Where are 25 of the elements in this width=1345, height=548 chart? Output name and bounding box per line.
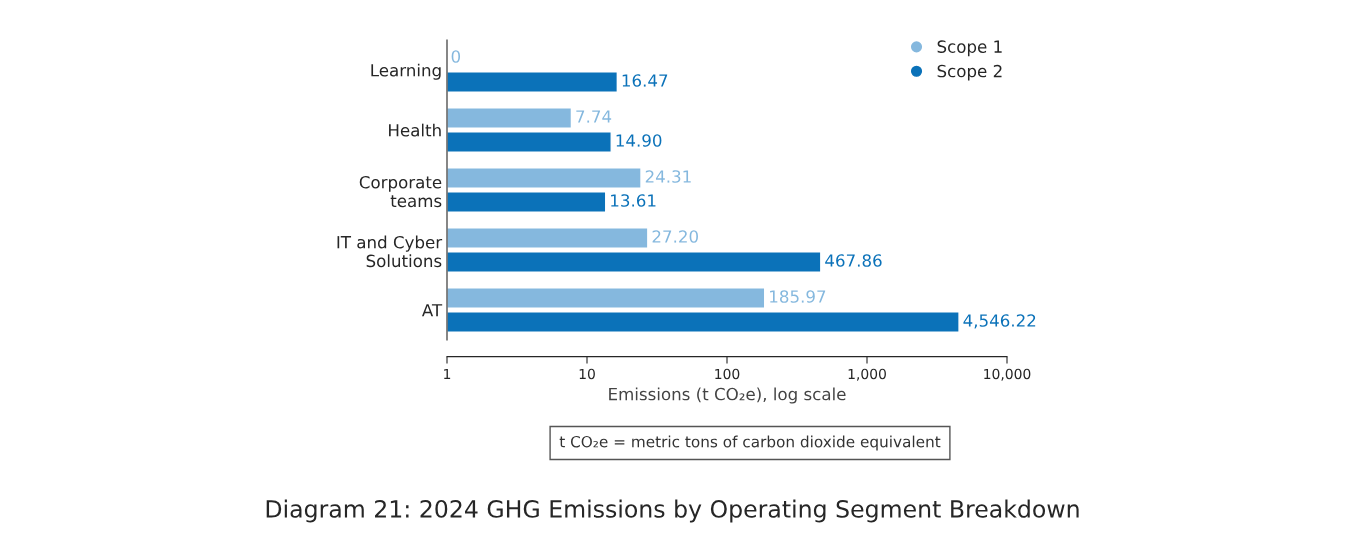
- data-label: 467.86: [825, 254, 882, 267]
- legend-label: Scope 1: [937, 40, 1002, 57]
- y-tick-label: AT: [421, 304, 443, 317]
- data-label: 24.31: [645, 170, 691, 183]
- data-label: 13.61: [611, 194, 656, 207]
- text: t CO₂e = metric tons of carbon dioxide equivalent: [559, 435, 941, 451]
- x-tick-label: 1: [444, 368, 451, 380]
- x-tick-label: 100: [715, 368, 740, 380]
- x-tick-label: 10: [579, 368, 595, 380]
- y-tick-label: Health: [389, 123, 441, 137]
- text: 0: [451, 50, 461, 63]
- x-axis-title: Emissions (t CO₂e), log scale: [609, 387, 846, 404]
- data-label: 14.90: [616, 134, 662, 147]
- data-label: 27.20: [652, 230, 698, 243]
- y-tick-label: Learning: [371, 63, 441, 80]
- y-tick-label: Corporate teams: [359, 175, 442, 208]
- legend-label: Scope 2: [937, 64, 1002, 81]
- data-label: 7.74: [576, 110, 612, 123]
- data-label: 185.97: [770, 290, 826, 303]
- y-tick-label: IT and Cyber Solutions: [337, 235, 443, 268]
- x-tick-label: 1,000: [848, 368, 886, 381]
- x-tick-label: 10,000: [984, 368, 1031, 381]
- text: Diagram 21: 2024 GHG Emissions by Operating Segment Breakdown: [266, 499, 1079, 523]
- data-label: 16.47: [622, 74, 668, 87]
- data-label: 4,546.22: [963, 314, 1036, 329]
